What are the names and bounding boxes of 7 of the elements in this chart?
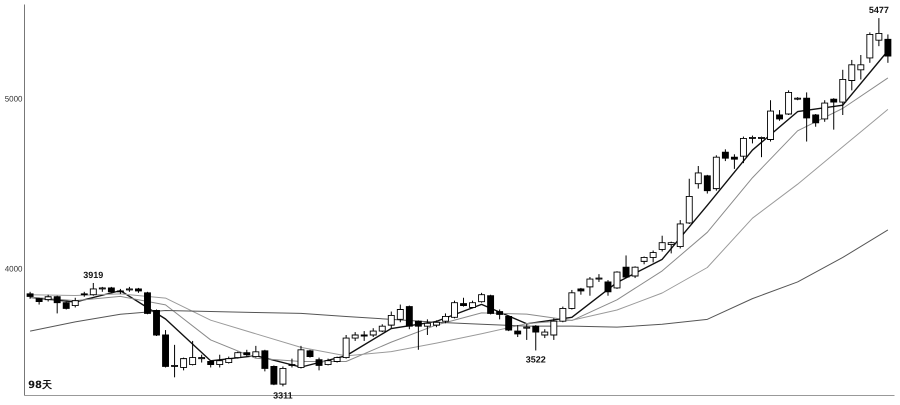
annotation: 3311 xyxy=(273,390,293,400)
y-tick-label: 5000 xyxy=(4,94,24,104)
annotation: 98天 xyxy=(28,379,54,391)
annotation: 3522 xyxy=(526,354,546,364)
y-tick-label: 4000 xyxy=(4,264,24,274)
annotation: 3919 xyxy=(83,270,104,280)
annotation: 5477 xyxy=(868,5,889,16)
